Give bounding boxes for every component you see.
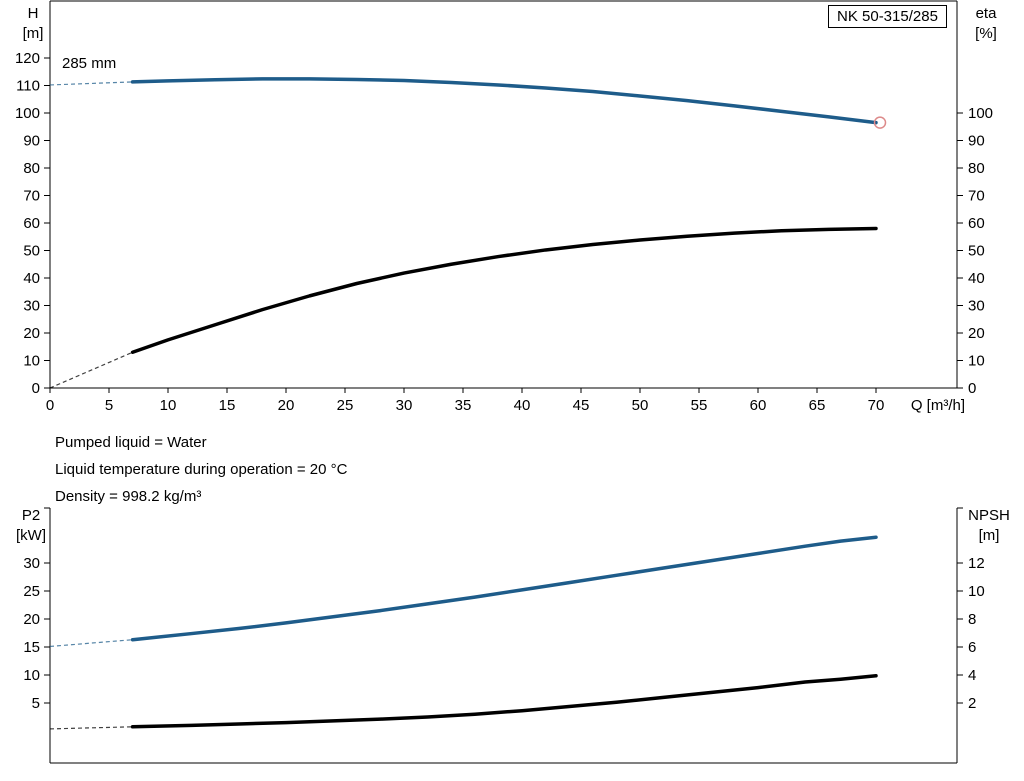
svg-text:45: 45 <box>573 397 590 414</box>
svg-text:60: 60 <box>750 397 767 414</box>
svg-text:0: 0 <box>32 380 40 397</box>
svg-text:55: 55 <box>691 397 708 414</box>
svg-text:15: 15 <box>23 639 40 656</box>
p2-axis-title-symbol: P2 <box>21 507 41 524</box>
svg-text:20: 20 <box>23 325 40 342</box>
svg-text:10: 10 <box>968 583 985 600</box>
liquid-info: Pumped liquid = Water Liquid temperature… <box>55 429 347 510</box>
svg-text:40: 40 <box>23 270 40 287</box>
pump-model-box: NK 50-315/285 <box>828 5 947 28</box>
svg-text:10: 10 <box>968 353 985 370</box>
svg-text:110: 110 <box>16 78 40 95</box>
svg-text:65: 65 <box>809 397 826 414</box>
svg-text:70: 70 <box>968 188 985 205</box>
svg-text:25: 25 <box>23 583 40 600</box>
svg-text:20: 20 <box>278 397 295 414</box>
svg-text:6: 6 <box>968 639 976 656</box>
impeller-diameter-label: 285 mm <box>62 55 117 72</box>
svg-text:70: 70 <box>23 188 40 205</box>
svg-text:30: 30 <box>23 555 40 572</box>
svg-text:25: 25 <box>337 397 354 414</box>
svg-text:80: 80 <box>23 160 40 177</box>
eta-axis-title-unit: [%] <box>975 25 997 42</box>
npsh-axis-title-unit: [m] <box>978 527 1000 544</box>
svg-text:12: 12 <box>968 555 985 572</box>
eta-axis-title: eta [%] <box>963 4 1009 44</box>
svg-text:60: 60 <box>23 215 40 232</box>
svg-text:5: 5 <box>105 397 113 414</box>
info-line-density: Density = 998.2 kg/m³ <box>55 488 202 505</box>
info-line-temperature: Liquid temperature during operation = 20… <box>55 461 348 478</box>
svg-text:30: 30 <box>396 397 413 414</box>
svg-text:120: 120 <box>15 50 40 67</box>
svg-text:60: 60 <box>968 215 985 232</box>
svg-text:20: 20 <box>23 611 40 628</box>
svg-text:50: 50 <box>632 397 649 414</box>
svg-text:5: 5 <box>32 695 40 712</box>
svg-text:100: 100 <box>968 105 993 122</box>
svg-text:20: 20 <box>968 325 985 342</box>
p2-axis-title-unit: [kW] <box>16 527 46 544</box>
svg-text:70: 70 <box>868 397 885 414</box>
svg-text:10: 10 <box>23 353 40 370</box>
svg-text:90: 90 <box>23 133 40 150</box>
svg-text:30: 30 <box>968 298 985 315</box>
h-axis-title-unit: [m] <box>22 25 44 42</box>
svg-text:40: 40 <box>968 270 985 287</box>
svg-text:2: 2 <box>968 695 976 712</box>
svg-text:50: 50 <box>968 243 985 260</box>
svg-text:10: 10 <box>23 667 40 684</box>
svg-text:15: 15 <box>219 397 236 414</box>
svg-text:50: 50 <box>23 243 40 260</box>
svg-text:8: 8 <box>968 611 976 628</box>
svg-text:4: 4 <box>968 667 976 684</box>
npsh-axis-title-symbol: NPSH <box>968 507 1010 524</box>
svg-text:0: 0 <box>46 397 54 414</box>
svg-text:40: 40 <box>514 397 531 414</box>
info-line-liquid: Pumped liquid = Water <box>55 434 207 451</box>
svg-text:90: 90 <box>968 133 985 150</box>
p2-axis-title: P2 [kW] <box>9 506 53 546</box>
npsh-axis-title: NPSH [m] <box>963 506 1015 546</box>
svg-text:80: 80 <box>968 160 985 177</box>
svg-text:Q [m³/h]: Q [m³/h] <box>911 397 965 414</box>
svg-text:35: 35 <box>455 397 472 414</box>
svg-text:10: 10 <box>160 397 177 414</box>
h-axis-title: H [m] <box>12 4 54 44</box>
eta-axis-title-symbol: eta <box>975 5 997 22</box>
svg-text:100: 100 <box>15 105 40 122</box>
svg-text:0: 0 <box>968 380 976 397</box>
h-axis-title-symbol: H <box>27 5 39 22</box>
p2-npsh-chart: 5 10 15 20 25 30 2 4 6 8 10 12 <box>23 507 985 764</box>
h-q-chart: 0102030405060708090100110120010203040506… <box>15 0 993 414</box>
svg-text:30: 30 <box>23 298 40 315</box>
